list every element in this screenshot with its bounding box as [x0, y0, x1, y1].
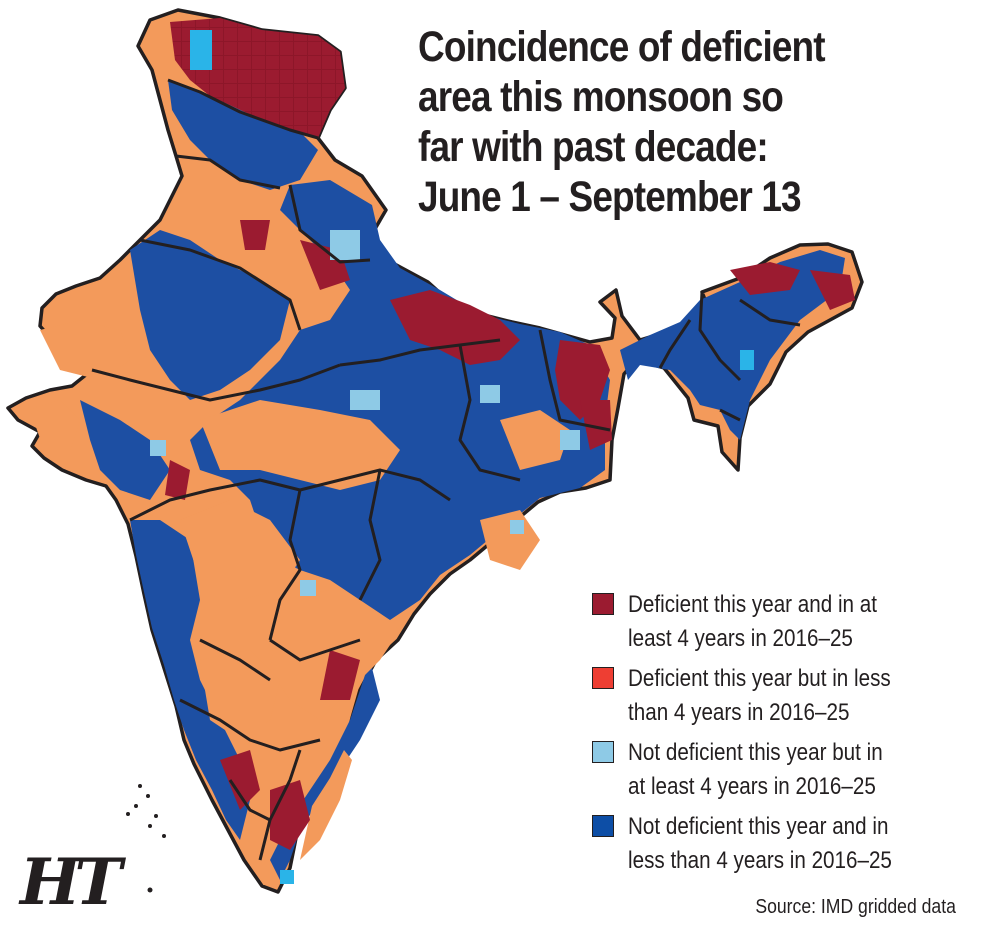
- title-line: area this monsoon so: [418, 73, 784, 121]
- lakshadweep-islands: [126, 784, 166, 893]
- legend-label: Not deficient this year but in at least 4…: [628, 739, 883, 800]
- legend-swatch: [592, 593, 614, 615]
- region-north-deficient: [170, 18, 345, 138]
- legend-swatch: [592, 667, 614, 689]
- legend-label: Deficient this year but in less than 4 ye…: [628, 665, 891, 726]
- source-note: Source: IMD gridded data: [755, 896, 956, 918]
- map-title: Coincidence of deficient area this monso…: [418, 22, 900, 222]
- legend-label: Not deficient this year and in less than …: [628, 813, 892, 874]
- title-line: far with past decade:: [418, 123, 769, 171]
- ht-logo: HT: [20, 845, 122, 920]
- title-line: Coincidence of deficient: [418, 23, 826, 71]
- legend-swatch: [592, 815, 614, 837]
- legend-label: Deficient this year and in at least 4 yea…: [628, 591, 877, 652]
- title-line: June 1 – September 13: [418, 173, 802, 221]
- state-boundaries: [91, 78, 801, 861]
- light-blue-speckles: [150, 30, 754, 884]
- legend-swatch: [592, 741, 614, 763]
